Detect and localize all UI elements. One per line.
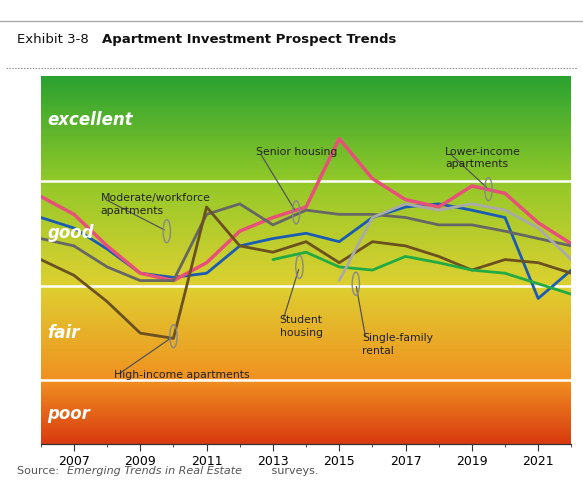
Text: Source:: Source: bbox=[17, 466, 63, 476]
Text: Exhibit 3-8: Exhibit 3-8 bbox=[17, 33, 89, 46]
Text: poor: poor bbox=[47, 405, 90, 423]
Text: excellent: excellent bbox=[47, 111, 133, 129]
Text: Emerging Trends in Real Estate: Emerging Trends in Real Estate bbox=[67, 466, 242, 476]
Text: surveys.: surveys. bbox=[268, 466, 319, 476]
Text: Apartment Investment Prospect Trends: Apartment Investment Prospect Trends bbox=[102, 33, 396, 46]
Text: Senior housing: Senior housing bbox=[257, 147, 338, 157]
Text: High-income apartments: High-income apartments bbox=[114, 370, 250, 380]
Text: Student
housing: Student housing bbox=[280, 316, 322, 338]
Text: fair: fair bbox=[47, 324, 80, 342]
Text: good: good bbox=[47, 224, 94, 242]
Text: Single-family
rental: Single-family rental bbox=[363, 333, 433, 355]
Text: Lower-income
apartments: Lower-income apartments bbox=[445, 147, 521, 169]
Text: Moderate/workforce
apartments: Moderate/workforce apartments bbox=[100, 194, 210, 216]
